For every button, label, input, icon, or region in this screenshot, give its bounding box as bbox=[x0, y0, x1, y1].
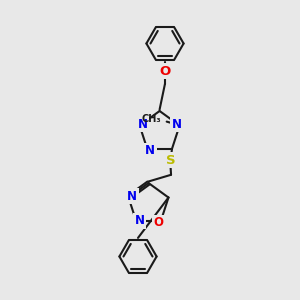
Text: O: O bbox=[159, 64, 171, 78]
Text: S: S bbox=[166, 154, 175, 167]
Text: N: N bbox=[138, 118, 148, 130]
Text: N: N bbox=[172, 118, 182, 130]
Text: N: N bbox=[135, 214, 145, 227]
Text: CH₃: CH₃ bbox=[142, 114, 162, 124]
Text: N: N bbox=[127, 190, 137, 202]
Text: N: N bbox=[145, 144, 155, 157]
Text: O: O bbox=[153, 216, 164, 229]
